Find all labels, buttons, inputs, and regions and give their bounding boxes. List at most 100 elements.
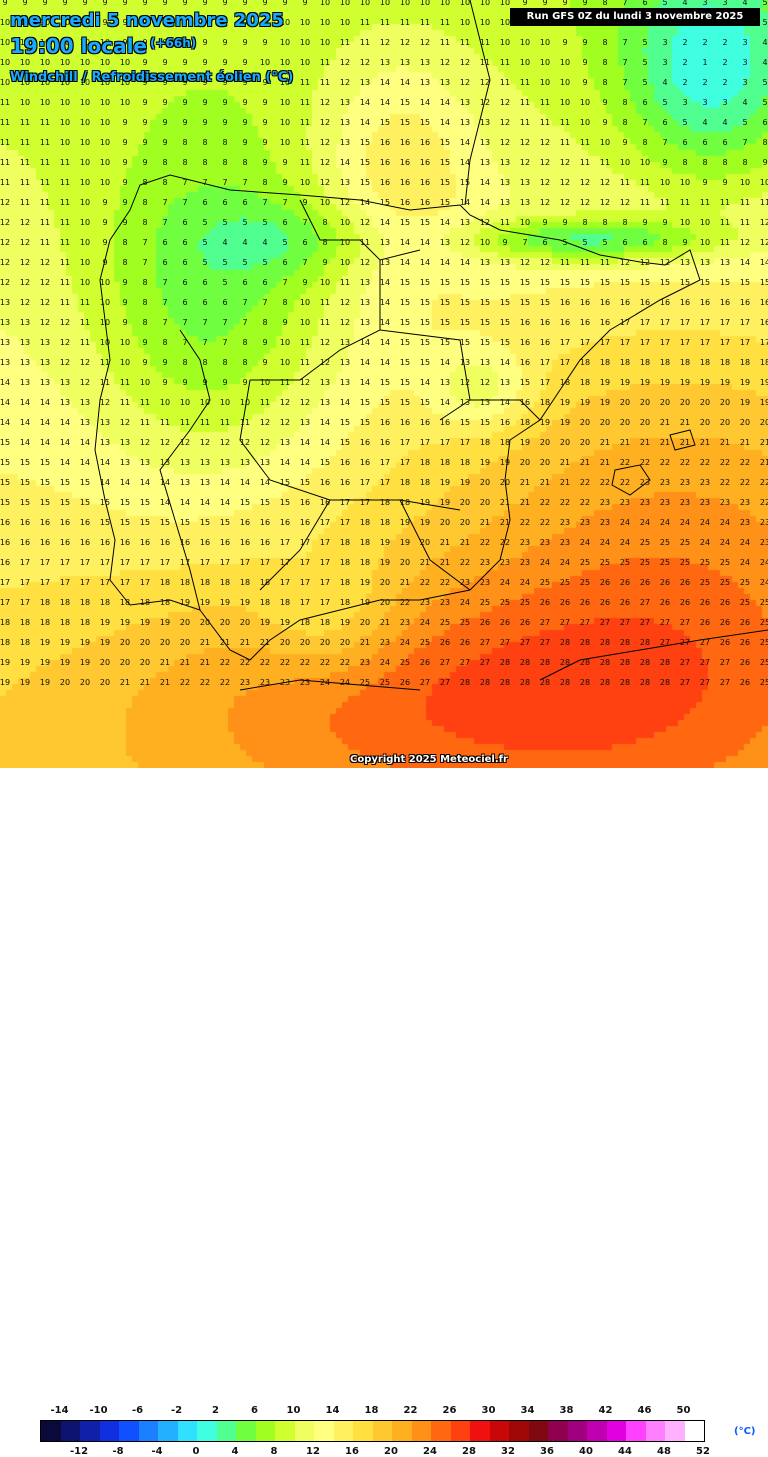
grid-value: 11 <box>299 358 311 367</box>
grid-value: 14 <box>79 458 91 467</box>
legend-tick-top: 10 <box>286 1405 301 1416</box>
grid-value: 18 <box>259 598 271 607</box>
grid-value: 10 <box>19 98 31 107</box>
grid-value: 6 <box>642 0 648 7</box>
grid-value: 16 <box>659 298 671 307</box>
grid-value: 23 <box>719 498 731 507</box>
grid-value: 14 <box>59 418 71 427</box>
grid-value: 10 <box>79 78 91 87</box>
grid-value: 21 <box>219 638 231 647</box>
grid-value: 11 <box>319 298 331 307</box>
grid-value: 15 <box>119 498 131 507</box>
grid-value: 19 <box>399 538 411 547</box>
grid-value: 3 <box>722 0 728 7</box>
grid-value: 28 <box>599 658 611 667</box>
grid-value: 9 <box>122 278 128 287</box>
grid-value: 10 <box>59 58 71 67</box>
grid-value: 18 <box>379 518 391 527</box>
grid-value: 9 <box>182 98 188 107</box>
grid-value: 19 <box>379 538 391 547</box>
grid-value: 15 <box>279 498 291 507</box>
grid-value: 19 <box>439 478 451 487</box>
grid-value: 8 <box>722 158 728 167</box>
grid-value: 17 <box>619 338 631 347</box>
grid-value: 9 <box>42 0 48 7</box>
grid-value: 10 <box>519 38 531 47</box>
grid-value: 12 <box>279 398 291 407</box>
grid-value: 17 <box>299 538 311 547</box>
grid-value: 11 <box>219 418 231 427</box>
grid-value: 9 <box>622 138 628 147</box>
grid-value: 5 <box>642 58 648 67</box>
parameter-title: Windchill / Refroidissement éolien (°C) <box>10 70 294 85</box>
legend-swatch <box>684 1421 704 1441</box>
grid-value: 26 <box>599 598 611 607</box>
grid-value: 14 <box>159 478 171 487</box>
grid-value: 26 <box>499 618 511 627</box>
grid-value: 9 <box>282 0 288 7</box>
grid-value: 24 <box>679 518 691 527</box>
grid-value: 3 <box>702 98 708 107</box>
grid-value: 17 <box>699 318 711 327</box>
grid-value: 10 <box>479 18 491 27</box>
grid-value: 18 <box>39 598 51 607</box>
grid-value: 17 <box>739 338 751 347</box>
forecast-time: 19:00 locale <box>10 34 147 58</box>
grid-value: 13 <box>19 358 31 367</box>
legend-tick-bottom: 36 <box>540 1446 554 1457</box>
grid-value: 10 <box>339 238 351 247</box>
grid-value: 18 <box>399 498 411 507</box>
grid-value: 10 <box>659 178 671 187</box>
grid-value: 13 <box>379 238 391 247</box>
grid-value: 13 <box>59 398 71 407</box>
grid-value: 10 <box>619 158 631 167</box>
grid-value: 27 <box>679 618 691 627</box>
grid-value: 12 <box>359 258 371 267</box>
grid-value: 19 <box>579 398 591 407</box>
grid-value: 15 <box>279 478 291 487</box>
grid-value: 16 <box>579 318 591 327</box>
grid-value: 18 <box>679 358 691 367</box>
grid-value: 9 <box>242 118 248 127</box>
grid-value: 16 <box>259 518 271 527</box>
grid-value: 11 <box>59 298 71 307</box>
grid-value: 15 <box>519 378 531 387</box>
grid-value: 28 <box>579 638 591 647</box>
grid-value: 22 <box>739 478 751 487</box>
grid-value: 8 <box>682 158 688 167</box>
grid-value: 11 <box>59 218 71 227</box>
grid-value: 10 <box>99 118 111 127</box>
grid-value: 12 <box>439 58 451 67</box>
grid-value: 16 <box>519 398 531 407</box>
grid-value: 12 <box>359 58 371 67</box>
grid-value: 12 <box>479 218 491 227</box>
grid-value: 5 <box>202 258 208 267</box>
grid-value: 10 <box>259 58 271 67</box>
grid-value: 5 <box>222 218 228 227</box>
grid-value: 13 <box>479 138 491 147</box>
grid-value: 15 <box>439 338 451 347</box>
grid-value: 4 <box>682 0 688 7</box>
forecast-offset: (+66h) <box>150 36 197 50</box>
grid-value: 6 <box>622 238 628 247</box>
grid-value: 10 <box>99 178 111 187</box>
grid-value: 16 <box>619 298 631 307</box>
grid-value: 9 <box>282 158 288 167</box>
legend-swatch <box>177 1421 197 1441</box>
grid-value: 11 <box>419 18 431 27</box>
grid-value: 5 <box>762 98 768 107</box>
grid-value: 25 <box>539 578 551 587</box>
grid-value: 10 <box>19 18 31 27</box>
grid-value: 10 <box>559 78 571 87</box>
grid-value: 11 <box>59 158 71 167</box>
run-label: Run GFS 0Z du lundi 3 novembre 2025 <box>510 8 760 26</box>
grid-value: 17 <box>659 338 671 347</box>
grid-value: 9 <box>242 138 248 147</box>
legend-swatch <box>99 1421 119 1441</box>
grid-value: 17 <box>319 538 331 547</box>
grid-value: 15 <box>199 518 211 527</box>
grid-value: 8 <box>702 158 708 167</box>
grid-value: 26 <box>659 598 671 607</box>
grid-value: 19 <box>159 618 171 627</box>
grid-value: 6 <box>222 298 228 307</box>
